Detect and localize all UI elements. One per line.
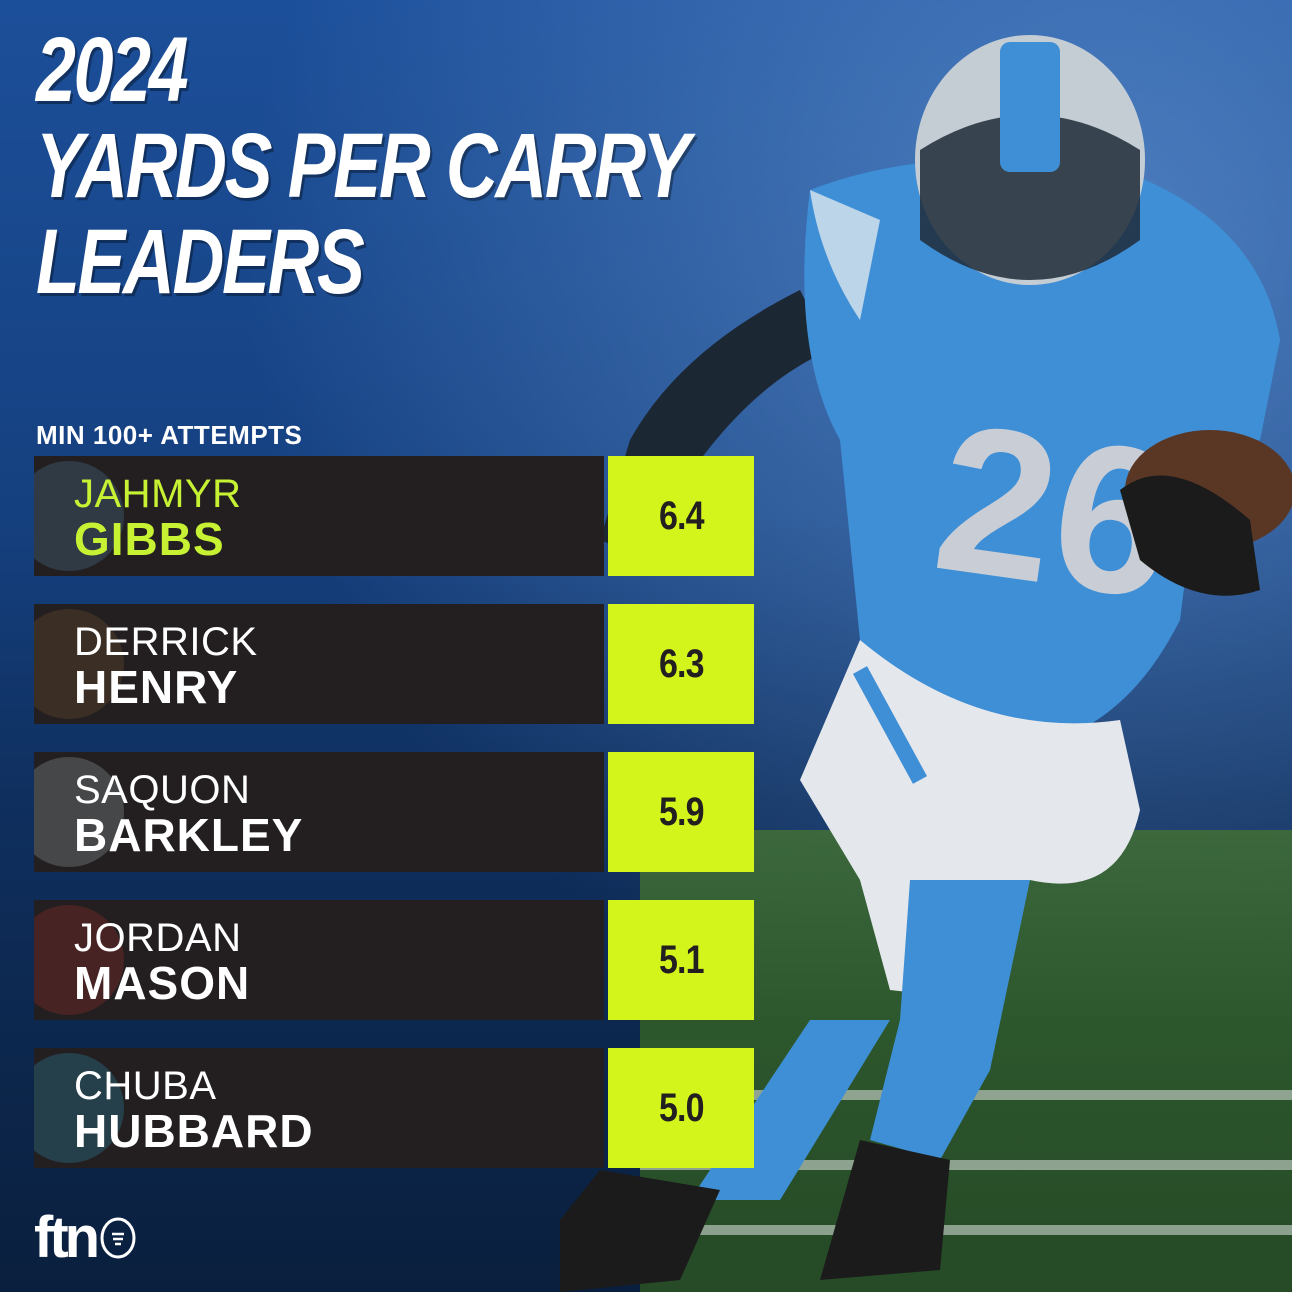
player-last-name: GIBBS xyxy=(74,513,225,565)
ypc-value-box: 5.9 xyxy=(608,752,754,872)
team-logo-icon xyxy=(34,609,124,719)
ypc-value-box: 6.3 xyxy=(608,604,754,724)
player-first-name: SAQUON xyxy=(74,768,251,812)
football-icon xyxy=(100,1217,136,1259)
ypc-value-box: 5.1 xyxy=(608,900,754,1020)
brand-wordmark: ftn xyxy=(34,1205,100,1270)
team-logo-icon xyxy=(34,757,124,867)
leader-row: JORDAN MASON 5.1 xyxy=(34,900,754,1020)
leader-row: JAHMYR GIBBS 6.4 xyxy=(34,456,754,576)
ypc-value-box: 5.0 xyxy=(608,1048,754,1168)
ftn-logo: ftn xyxy=(34,1208,138,1268)
leader-row: SAQUON BARKLEY 5.9 xyxy=(34,752,754,872)
leader-row: DERRICK HENRY 6.3 xyxy=(34,604,754,724)
player-first-name: JAHMYR xyxy=(74,472,242,516)
player-name-box: CHUBA HUBBARD xyxy=(34,1048,604,1168)
ypc-value: 5.1 xyxy=(658,937,705,982)
player-first-name: DERRICK xyxy=(74,620,258,664)
team-logo-icon xyxy=(34,461,124,571)
player-last-name: HENRY xyxy=(74,661,239,713)
title-line-leaders: LEADERS xyxy=(36,211,365,313)
running-back-photo: 26 xyxy=(560,35,1292,1292)
player-last-name: BARKLEY xyxy=(74,809,304,861)
player-name-box: SAQUON BARKLEY xyxy=(34,752,604,872)
ypc-value: 6.4 xyxy=(658,493,705,538)
team-logo-icon xyxy=(34,905,124,1015)
title-line-stat: YARDS PER CARRY xyxy=(36,115,690,217)
team-logo-icon xyxy=(34,1053,124,1163)
player-last-name: HUBBARD xyxy=(74,1105,314,1157)
player-last-name: MASON xyxy=(74,957,251,1009)
ypc-value-box: 6.4 xyxy=(608,456,754,576)
title-line-year: 2024 xyxy=(36,19,189,121)
ypc-value: 5.9 xyxy=(658,789,705,834)
page-title: 2024 YARDS PER CARRY LEADERS xyxy=(36,19,690,313)
player-name-box: JAHMYR GIBBS xyxy=(34,456,604,576)
player-name-box: DERRICK HENRY xyxy=(34,604,604,724)
player-first-name: JORDAN xyxy=(74,916,242,960)
player-name-box: JORDAN MASON xyxy=(34,900,604,1020)
ypc-value: 6.3 xyxy=(658,641,705,686)
subtitle: MIN 100+ ATTEMPTS xyxy=(36,420,303,450)
ypc-value: 5.0 xyxy=(658,1085,705,1130)
player-first-name: CHUBA xyxy=(74,1064,217,1108)
leader-row: CHUBA HUBBARD 5.0 xyxy=(34,1048,754,1168)
